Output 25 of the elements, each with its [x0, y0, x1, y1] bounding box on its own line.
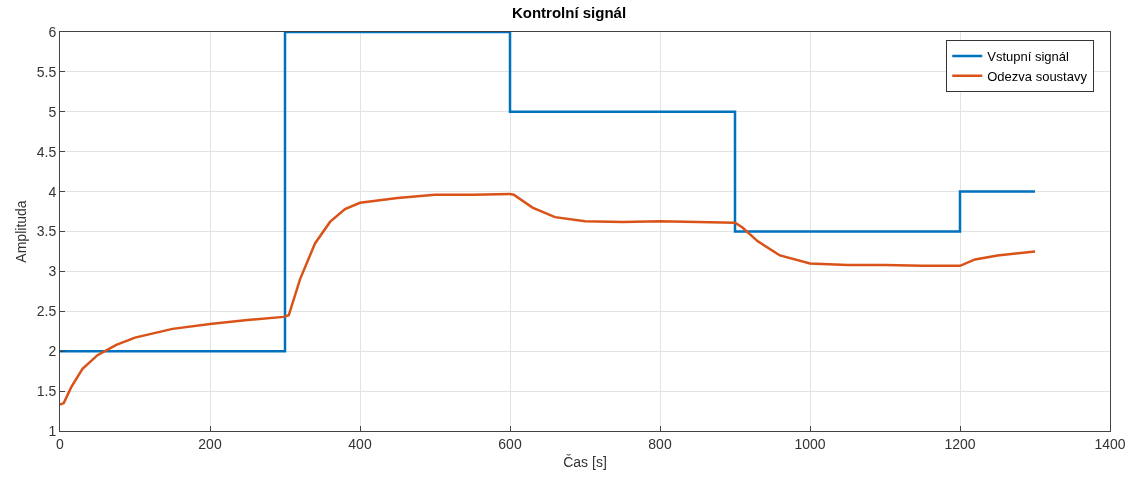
x-tick-label: 800	[648, 435, 672, 452]
x-axis-title: Čas [s]	[563, 454, 607, 471]
x-tick-label: 1400	[1094, 435, 1126, 452]
y-tick-label: 2	[48, 343, 57, 360]
y-tick-label: 3.5	[36, 223, 57, 240]
legend-label: Vstupní signál	[987, 49, 1070, 64]
y-axis-title: Amplituda	[13, 200, 30, 263]
x-tick-label: 600	[498, 435, 522, 452]
x-tick-label: 1200	[944, 435, 976, 452]
x-tick-label: 200	[198, 435, 222, 452]
y-tick-label: 6	[48, 23, 57, 40]
legend-label: Odezva soustavy	[987, 68, 1088, 84]
y-tick-label: 3	[48, 263, 57, 280]
chart-title: Kontrolní signál	[511, 3, 627, 21]
y-tick-label: 4.5	[36, 143, 57, 160]
x-tick-label: 1000	[794, 435, 826, 452]
line-series	[60, 192, 1037, 406]
y-tick-label: 5	[48, 103, 57, 120]
y-tick-label: 1	[48, 422, 57, 439]
x-tick-label: 400	[348, 435, 372, 452]
x-tick-label: 0	[56, 435, 65, 452]
y-tick-label: 1.5	[36, 383, 57, 399]
y-tick-label: 4	[48, 183, 57, 200]
y-tick-label: 5.5	[36, 63, 57, 80]
y-tick-label: 2.5	[36, 303, 57, 320]
